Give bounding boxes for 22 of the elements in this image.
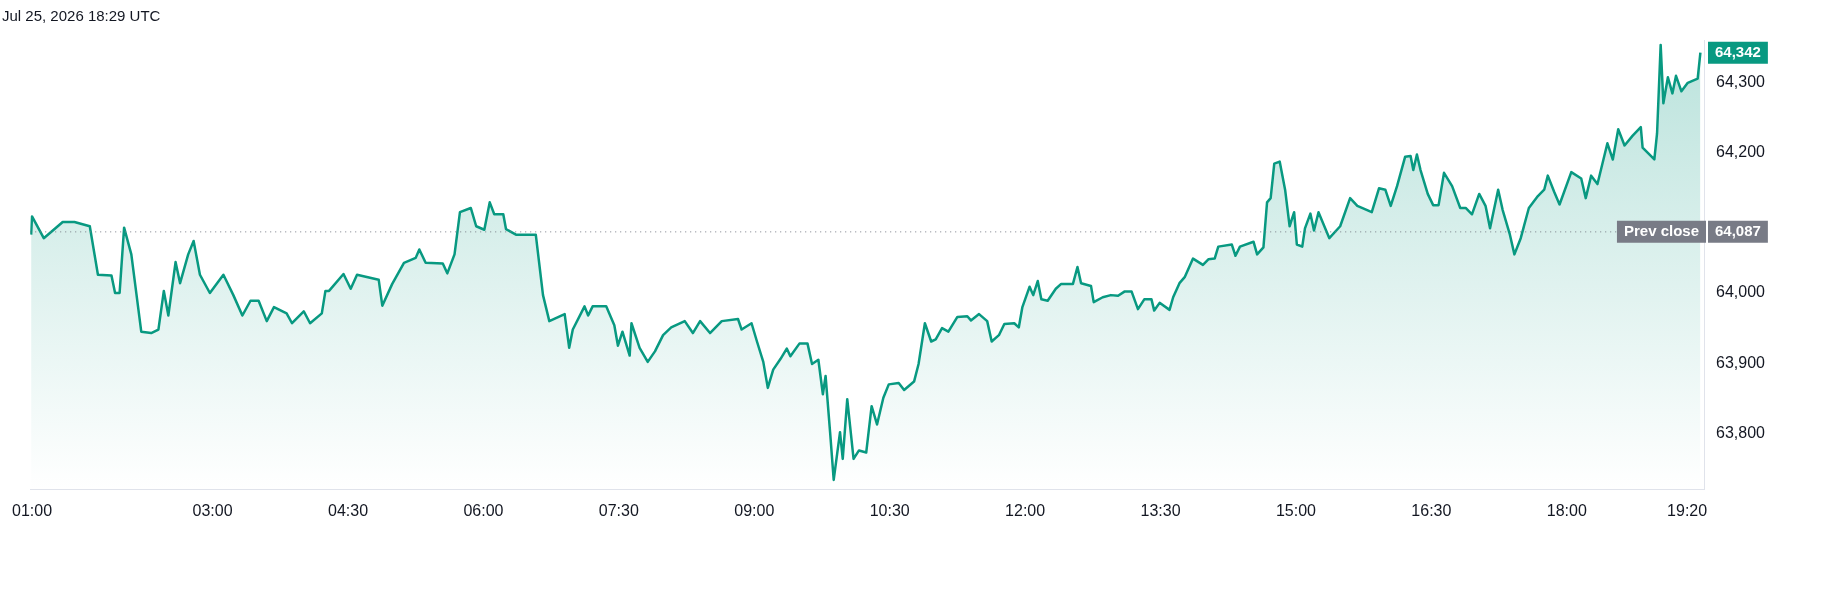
x-tick-label: 19:20 [1667,501,1708,519]
y-tick-label: 64,200 [1716,142,1766,160]
x-tick-label: 16:30 [1411,501,1452,519]
ref-line-label: Prev close [1623,222,1700,240]
chart-title: Jul 25, 2026 18:29 UTC [2,7,161,25]
x-tick-label: 12:00 [1005,501,1046,519]
annotation: 64,342 [1715,42,1761,60]
x-tick-label: 07:30 [598,501,639,519]
x-tick-label: 04:30 [327,501,369,519]
y-tick-label: 63,800 [1716,423,1766,441]
x-tick-label: 10:30 [869,501,910,519]
y-tick-label: 63,900 [1716,353,1766,371]
x-tick-label: 13:30 [1140,501,1181,519]
y-tick-label: 64,300 [1716,72,1766,90]
x-tick-label: 03:00 [192,501,233,519]
x-tick-label: 09:00 [734,501,775,519]
x-tick-label: 01:00 [12,501,53,519]
x-tick-label: 18:00 [1546,501,1587,519]
text: 64,087 [1715,222,1761,240]
y-tick-label: 64,000 [1716,283,1766,301]
x-tick-label: 15:00 [1275,501,1317,519]
x-tick-label: 06:00 [463,501,504,519]
